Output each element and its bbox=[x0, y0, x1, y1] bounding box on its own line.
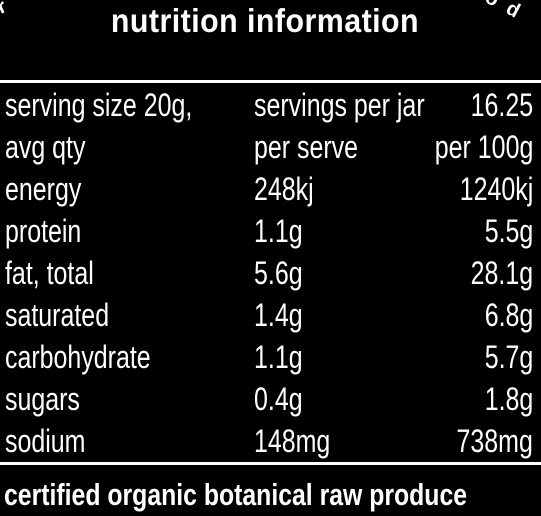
table-row-protein: protein 1.1g 5.5g bbox=[0, 209, 541, 253]
table-row-sugars: sugars 0.4g 1.8g bbox=[0, 377, 541, 421]
row-serve: 248kj bbox=[254, 171, 314, 207]
row-100g: 5.5g bbox=[484, 213, 533, 249]
row-serve: 148mg bbox=[254, 423, 331, 459]
nutrition-table: serving size 20g, servings per jar 16.25… bbox=[0, 80, 541, 465]
certification-footer: certified organic botanical raw produce bbox=[4, 477, 468, 512]
table-row-serving: serving size 20g, servings per jar 16.25 bbox=[0, 83, 541, 127]
corner-text-left: r bbox=[0, 0, 10, 19]
table-row-energy: energy 248kj 1240kj bbox=[0, 167, 541, 211]
row-100g: 738mg bbox=[456, 423, 533, 459]
row-label: fat, total bbox=[5, 255, 94, 291]
row-serve: servings per jar bbox=[254, 87, 425, 123]
row-serve: per serve bbox=[254, 129, 359, 165]
panel-title: nutrition information bbox=[110, 2, 420, 39]
row-serve: 1.1g bbox=[254, 339, 303, 375]
row-100g: 16.25 bbox=[470, 87, 533, 123]
row-label: energy bbox=[5, 171, 82, 207]
row-serve: 1.1g bbox=[254, 213, 303, 249]
table-row-sodium: sodium 148mg 738mg bbox=[0, 419, 541, 463]
row-label: saturated bbox=[5, 297, 110, 333]
row-100g: per 100g bbox=[434, 129, 533, 165]
row-label: sugars bbox=[5, 381, 80, 417]
row-100g: 5.7g bbox=[484, 339, 533, 375]
row-label: sodium bbox=[5, 423, 86, 459]
table-row-saturated: saturated 1.4g 6.8g bbox=[0, 293, 541, 337]
table-row-fat-total: fat, total 5.6g 28.1g bbox=[0, 251, 541, 295]
row-label: avg qty bbox=[5, 129, 86, 165]
row-label: carbohydrate bbox=[5, 339, 151, 375]
row-100g: 28.1g bbox=[470, 255, 533, 291]
row-100g: 6.8g bbox=[484, 297, 533, 333]
row-label: serving size 20g, bbox=[5, 87, 193, 123]
row-100g: 1240kj bbox=[459, 171, 533, 207]
row-serve: 5.6g bbox=[254, 255, 303, 291]
table-row-carbohydrate: carbohydrate 1.1g 5.7g bbox=[0, 335, 541, 379]
table-row-header: avg qty per serve per 100g bbox=[0, 125, 541, 169]
row-serve: 1.4g bbox=[254, 297, 303, 333]
row-label: protein bbox=[5, 213, 82, 249]
row-100g: 1.8g bbox=[484, 381, 533, 417]
row-serve: 0.4g bbox=[254, 381, 303, 417]
